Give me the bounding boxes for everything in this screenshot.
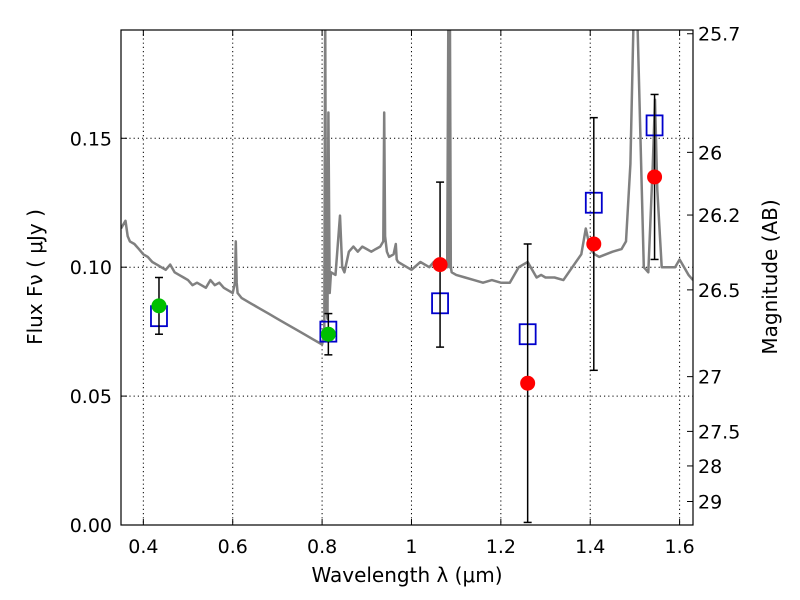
y2-tick-label: 28 <box>698 456 722 478</box>
ticks-layer: 0.4 0.6 0.8 1 1.2 1.4 1.6 0.00 0.05 0.10 0.15 25.7 2… <box>70 24 741 558</box>
y-axis-label: Flux Fν ( μJy ) <box>23 209 47 345</box>
flux-point-marker <box>520 375 536 391</box>
y-tick-label: 0.10 <box>70 257 112 279</box>
y2-tick-label: 27.5 <box>698 421 740 443</box>
flux-point-marker <box>320 326 336 342</box>
y2-tick-label: 25.7 <box>698 24 740 46</box>
y2-tick-label: 27 <box>698 367 722 389</box>
x-tick-label: 0.6 <box>218 536 248 558</box>
plot-frame <box>120 29 694 526</box>
flux-point-marker <box>432 257 448 273</box>
y-tick-label: 0.15 <box>70 128 112 150</box>
y2-tick-label: 26.5 <box>698 280 740 302</box>
x-axis-label: Wavelength λ (μm) <box>311 563 502 587</box>
x-tick-label: 1 <box>405 536 417 558</box>
y2-tick-label: 26.2 <box>698 205 740 227</box>
y-tick-label: 0.05 <box>70 386 112 408</box>
grid <box>121 30 693 525</box>
flux-point-marker <box>151 298 167 314</box>
y-tick-label: 0.00 <box>70 515 112 537</box>
flux-point-marker <box>647 169 663 185</box>
x-tick-label: 1.4 <box>575 536 605 558</box>
x-tick-label: 0.8 <box>307 536 337 558</box>
plot-background <box>121 30 693 525</box>
y2-tick-label: 29 <box>698 491 722 513</box>
x-tick-label: 0.4 <box>128 536 158 558</box>
x-tick-label: 1.6 <box>664 536 694 558</box>
x-tick-label: 1.2 <box>486 536 516 558</box>
points-layer <box>150 93 664 524</box>
flux-point-marker <box>586 236 602 252</box>
y2-axis-label: Magnitude (AB) <box>758 199 782 354</box>
y2-tick-label: 26 <box>698 142 722 164</box>
